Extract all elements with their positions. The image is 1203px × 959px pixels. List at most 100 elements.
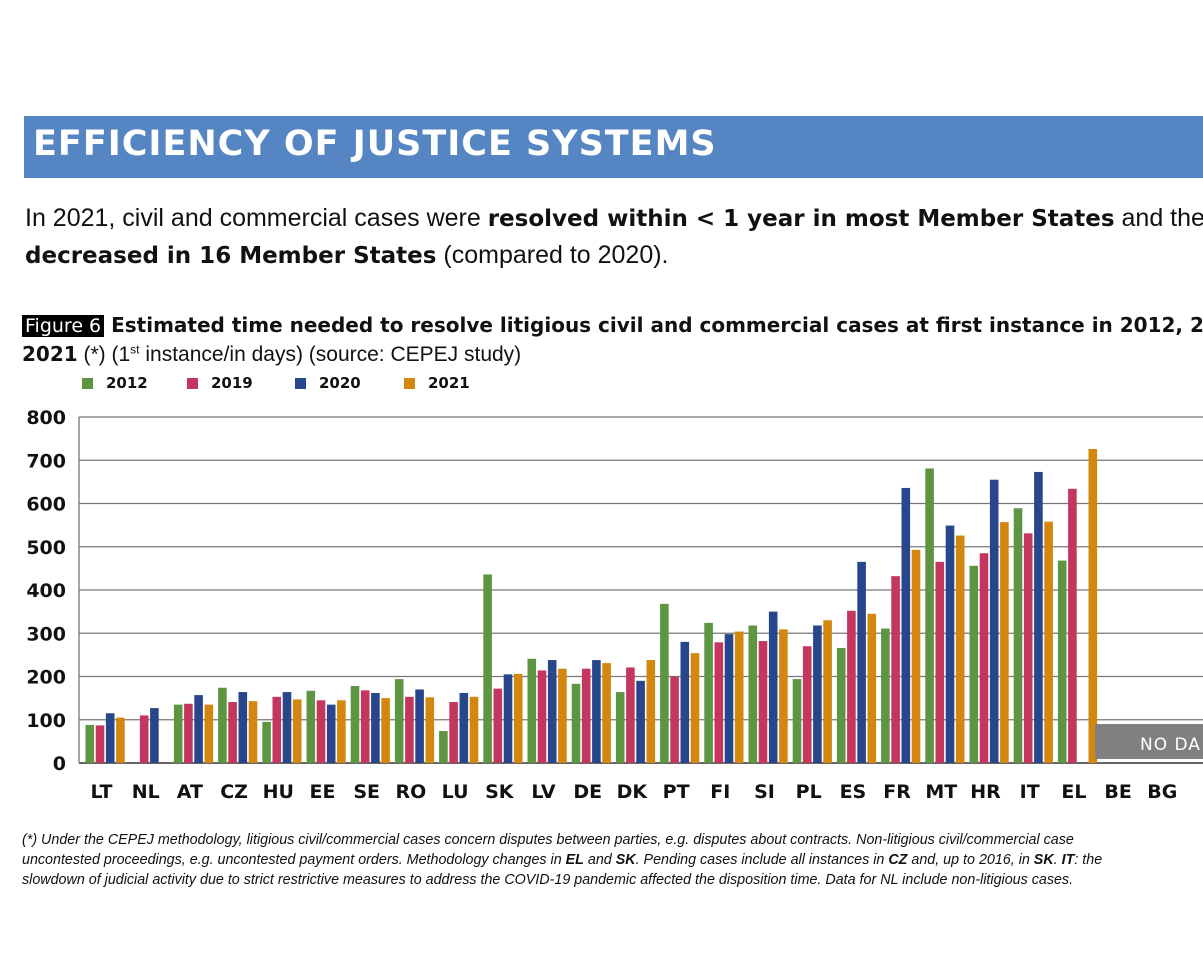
bar-MT-2020 (945, 525, 955, 763)
bar-AT-2020 (194, 695, 203, 763)
x-tick-label: PT (663, 781, 690, 803)
legend-item-2019: 2019 (187, 374, 253, 392)
bar-IT-2020 (1034, 471, 1043, 763)
bar-DK-2020 (636, 680, 645, 763)
lead-line-1: In 2021, civil and commercial cases were… (25, 204, 1203, 232)
bar-EL-2012 (1057, 560, 1067, 763)
x-tick-label: HR (970, 781, 1001, 803)
bar-ES-2012 (836, 647, 846, 763)
bar-LT-2020 (105, 713, 115, 763)
x-tick-label: CZ (220, 781, 248, 803)
bar-FR-2012 (881, 628, 890, 763)
bar-FI-2019 (714, 642, 724, 763)
bar-MT-2012 (925, 468, 934, 763)
bar-EE-2021 (337, 700, 346, 763)
section-banner: EFFICIENCY OF JUSTICE SYSTEMS (24, 116, 1203, 178)
legend-swatch (82, 378, 93, 389)
bar-AT-2019 (184, 703, 193, 763)
bar-FI-2012 (704, 622, 713, 763)
bar-IT-2012 (1013, 508, 1023, 763)
x-tick-label: NL (132, 781, 160, 803)
bar-LT-2021 (116, 717, 125, 763)
x-tick-label: SI (754, 781, 775, 803)
bar-LU-2012 (439, 730, 448, 763)
bar-LT-2019 (95, 725, 105, 763)
x-tick-label: SE (353, 781, 380, 803)
x-tick-label: MT (925, 781, 957, 803)
bar-CZ-2019 (228, 702, 237, 763)
bar-DK-2021 (646, 660, 656, 763)
bar-IT-2021 (1044, 521, 1053, 763)
bar-SE-2021 (381, 698, 390, 763)
bar-RO-2012 (394, 679, 404, 763)
bar-NL-2019 (139, 715, 149, 763)
bar-HR-2020 (989, 479, 999, 763)
bar-CZ-2020 (238, 692, 248, 763)
bar-SK-2019 (493, 688, 503, 763)
no-data-box (1095, 724, 1203, 759)
bar-PT-2020 (680, 641, 690, 763)
bar-IT-2019 (1023, 533, 1033, 763)
lead-line-2: decreased in 16 Member States (compared … (25, 241, 669, 269)
figure-title: Figure 6 Estimated time needed to resolv… (22, 313, 1203, 337)
legend-item-2021: 2021 (404, 374, 470, 392)
bar-LV-2012 (527, 658, 537, 763)
bar-PT-2021 (690, 653, 700, 763)
bar-PL-2021 (823, 620, 832, 763)
bar-DK-2019 (626, 667, 635, 763)
x-tick-label: LT (91, 781, 113, 803)
x-tick-label: EL (1061, 781, 1086, 803)
x-tick-label: HU (263, 781, 294, 803)
y-tick-label: 100 (26, 710, 66, 732)
bar-HU-2012 (262, 721, 271, 763)
bar-LU-2021 (469, 696, 479, 763)
bar-SE-2020 (371, 692, 380, 763)
bar-NL-2020 (150, 708, 159, 763)
x-tick-label: AT (177, 781, 203, 803)
y-tick-label: 700 (26, 450, 66, 472)
bar-PT-2012 (660, 603, 669, 763)
bar-FR-2020 (901, 487, 911, 763)
bar-DE-2019 (581, 668, 591, 763)
bar-SE-2012 (350, 686, 360, 763)
bar-RO-2021 (425, 697, 435, 763)
bar-LU-2020 (459, 692, 469, 763)
legend-item-2020: 2020 (295, 374, 361, 392)
figure-subtitle: 2021 (*) (1st instance/in days) (source:… (22, 342, 522, 366)
bar-ES-2019 (847, 610, 856, 763)
x-tick-label: PL (796, 781, 822, 803)
bar-PL-2019 (802, 646, 812, 763)
bar-PL-2012 (792, 679, 802, 763)
x-tick-label: FR (883, 781, 911, 803)
bar-DE-2012 (571, 683, 581, 763)
bar-FR-2019 (891, 576, 900, 763)
x-tick-label: BG (1147, 781, 1177, 803)
y-tick-label: 400 (26, 580, 66, 602)
bar-RO-2020 (415, 689, 424, 763)
y-tick-label: 200 (26, 667, 66, 689)
figure-title-text: Estimated time needed to resolve litigio… (111, 313, 1203, 337)
legend-swatch (404, 378, 415, 389)
no-data-label: NO DA (1140, 735, 1201, 755)
footnote: (*) Under the CEPEJ methodology, litigio… (22, 832, 1103, 888)
bar-AT-2021 (204, 704, 214, 763)
bar-HU-2021 (292, 699, 302, 763)
bar-SI-2012 (748, 625, 758, 763)
bar-DK-2012 (615, 692, 625, 763)
bar-EE-2020 (326, 704, 336, 763)
bar-SK-2012 (483, 574, 492, 763)
bar-SK-2020 (503, 674, 513, 763)
section-title: EFFICIENCY OF JUSTICE SYSTEMS (33, 124, 717, 164)
bar-CZ-2012 (218, 687, 227, 763)
bar-ES-2020 (857, 561, 866, 763)
bar-ES-2021 (867, 613, 877, 763)
bar-FI-2020 (724, 634, 734, 763)
x-tick-label: IT (1020, 781, 1040, 803)
bar-AT-2012 (173, 704, 183, 763)
x-tick-label: DE (573, 781, 602, 803)
bar-HR-2021 (1000, 522, 1009, 763)
bar-CZ-2021 (248, 701, 258, 763)
x-tick-label: ES (840, 781, 867, 803)
bar-SI-2021 (779, 629, 788, 763)
bar-HR-2012 (969, 565, 979, 763)
